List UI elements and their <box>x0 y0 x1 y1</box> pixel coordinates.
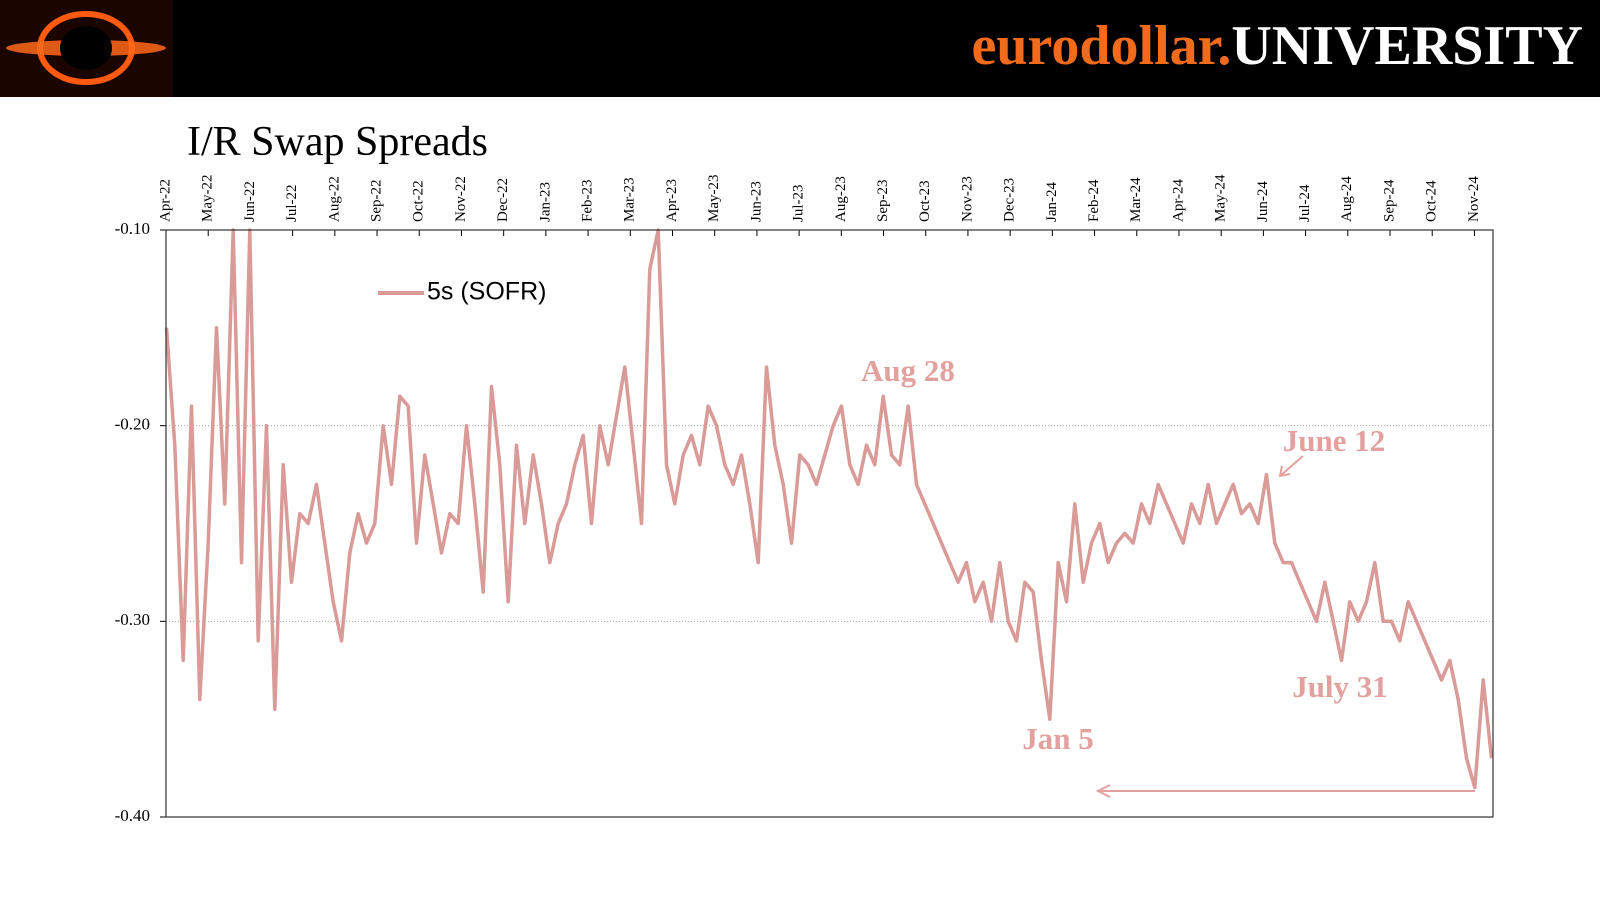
x-tick-label: Dec-22 <box>495 178 511 222</box>
x-tick-label: Nov-24 <box>1466 176 1482 222</box>
x-tick-label: Mar-24 <box>1128 177 1144 222</box>
x-tick-label: May-23 <box>706 175 722 223</box>
x-tick-label: Feb-23 <box>580 180 596 223</box>
x-tick-label: Jun-24 <box>1255 181 1271 222</box>
x-tick-label: May-22 <box>200 175 216 223</box>
x-tick-label: Apr-23 <box>664 179 680 222</box>
x-tick-label: Sep-24 <box>1381 179 1397 222</box>
x-tick-label: Mar-23 <box>622 177 638 222</box>
x-tick-label: Apr-22 <box>157 179 173 222</box>
x-tick-label: Dec-23 <box>1002 178 1018 222</box>
x-tick-label: Feb-24 <box>1086 179 1102 222</box>
brand-suffix: UNIVERSITY <box>1231 15 1583 77</box>
chart-title: I/R Swap Spreads <box>187 119 488 165</box>
y-tick-label: -0.10 <box>115 219 150 238</box>
x-tick-label: Apr-24 <box>1170 178 1186 222</box>
annotation: Jan 5 <box>1022 721 1094 756</box>
x-tick-label: Sep-22 <box>368 180 384 223</box>
legend: 5s (SOFR) <box>378 278 546 306</box>
x-tick-label: Jan-23 <box>537 182 553 222</box>
x-tick-label: Oct-22 <box>411 180 427 222</box>
x-tick-label: Aug-22 <box>326 176 342 222</box>
x-tick-label: Oct-23 <box>917 180 933 222</box>
x-tick-label: Jun-23 <box>748 181 764 222</box>
x-tick-label: Nov-22 <box>453 176 469 222</box>
annotation: June 12 <box>1283 423 1386 458</box>
header-bar <box>0 0 1600 97</box>
x-tick-label: Sep-23 <box>875 180 891 223</box>
plot: -0.10 -0.20 -0.30 -0.40 Apr-22 May-22 Jun-22 Ju… <box>115 174 1494 825</box>
legend-label: 5s (SOFR) <box>427 278 546 306</box>
annotation: July 31 <box>1292 669 1388 704</box>
x-tick-label: Nov-23 <box>959 176 975 222</box>
x-tick-label: Jul-24 <box>1297 184 1313 222</box>
x-tick-label: Jul-23 <box>791 185 807 223</box>
annotation: Aug 28 <box>861 353 955 388</box>
brand: eurodollar.UNIVERSITY <box>972 15 1583 77</box>
x-tick-label: Jan-24 <box>1044 182 1060 222</box>
y-tick-label: -0.30 <box>115 610 150 629</box>
plot-frame <box>165 229 1494 818</box>
arrow <box>1095 784 1475 798</box>
y-tick-label: -0.40 <box>115 806 150 825</box>
x-tick-label: Aug-24 <box>1339 176 1355 222</box>
series-line <box>164 228 1494 790</box>
x-tick-label: Aug-23 <box>833 176 849 222</box>
logo <box>0 0 173 97</box>
y-tick-label: -0.20 <box>115 415 150 434</box>
arrow <box>1278 455 1304 478</box>
x-tick-label: Jun-22 <box>242 181 258 222</box>
x-tick-label: May-24 <box>1213 174 1229 222</box>
brand-main: eurodollar. <box>972 15 1232 77</box>
x-tick-label: Oct-24 <box>1424 180 1440 222</box>
x-tick-label: Jul-22 <box>284 185 300 223</box>
